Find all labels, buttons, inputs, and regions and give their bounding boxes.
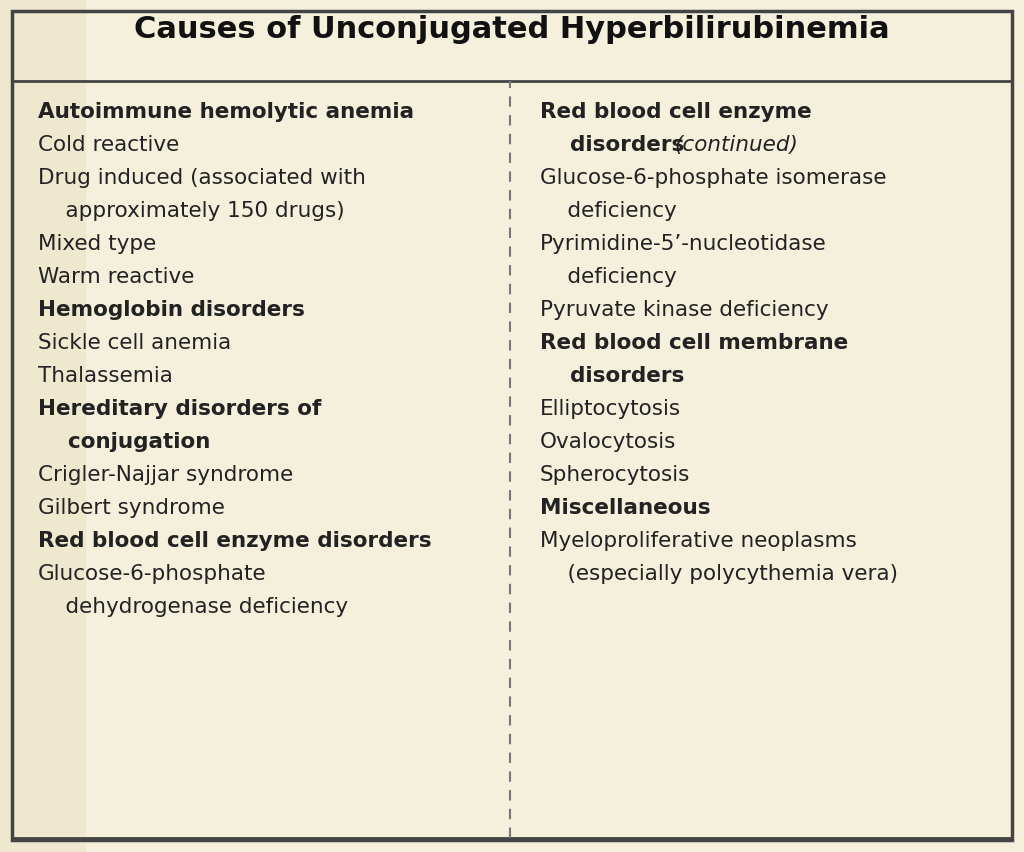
Text: Glucose-6-phosphate isomerase: Glucose-6-phosphate isomerase <box>540 168 887 187</box>
Text: Crigler-Najjar syndrome: Crigler-Najjar syndrome <box>38 464 293 485</box>
Text: Drug induced (associated with: Drug induced (associated with <box>38 168 366 187</box>
Text: Miscellaneous: Miscellaneous <box>540 498 711 517</box>
Bar <box>0 0 85 852</box>
Text: Red blood cell enzyme: Red blood cell enzyme <box>540 102 812 122</box>
Text: Autoimmune hemolytic anemia: Autoimmune hemolytic anemia <box>38 102 414 122</box>
Text: (continued): (continued) <box>675 135 799 155</box>
Text: Red blood cell enzyme disorders: Red blood cell enzyme disorders <box>38 531 432 550</box>
Text: Myeloproliferative neoplasms: Myeloproliferative neoplasms <box>540 531 857 550</box>
Text: disorders: disorders <box>540 366 684 386</box>
Text: deficiency: deficiency <box>540 267 677 286</box>
Text: Gilbert syndrome: Gilbert syndrome <box>38 498 225 517</box>
Text: Mixed type: Mixed type <box>38 233 157 254</box>
Text: (especially polycythemia vera): (especially polycythemia vera) <box>540 563 898 584</box>
Text: deficiency: deficiency <box>540 201 677 221</box>
Text: Spherocytosis: Spherocytosis <box>540 464 690 485</box>
Text: Ovalocytosis: Ovalocytosis <box>540 431 677 452</box>
Text: Hereditary disorders of: Hereditary disorders of <box>38 399 322 418</box>
Text: Elliptocytosis: Elliptocytosis <box>540 399 681 418</box>
Text: conjugation: conjugation <box>38 431 210 452</box>
Text: Sickle cell anemia: Sickle cell anemia <box>38 332 231 353</box>
Text: Causes of Unconjugated Hyperbilirubinemia: Causes of Unconjugated Hyperbilirubinemi… <box>134 15 890 44</box>
Text: disorders: disorders <box>540 135 692 155</box>
Text: Thalassemia: Thalassemia <box>38 366 173 386</box>
Text: approximately 150 drugs): approximately 150 drugs) <box>38 201 345 221</box>
Text: Pyrimidine-5’-nucleotidase: Pyrimidine-5’-nucleotidase <box>540 233 826 254</box>
Text: dehydrogenase deficiency: dehydrogenase deficiency <box>38 596 348 616</box>
Text: Glucose-6-phosphate: Glucose-6-phosphate <box>38 563 266 584</box>
Text: Hemoglobin disorders: Hemoglobin disorders <box>38 300 305 320</box>
Text: Pyruvate kinase deficiency: Pyruvate kinase deficiency <box>540 300 828 320</box>
Text: Cold reactive: Cold reactive <box>38 135 179 155</box>
Text: Red blood cell membrane: Red blood cell membrane <box>540 332 848 353</box>
Text: Warm reactive: Warm reactive <box>38 267 195 286</box>
